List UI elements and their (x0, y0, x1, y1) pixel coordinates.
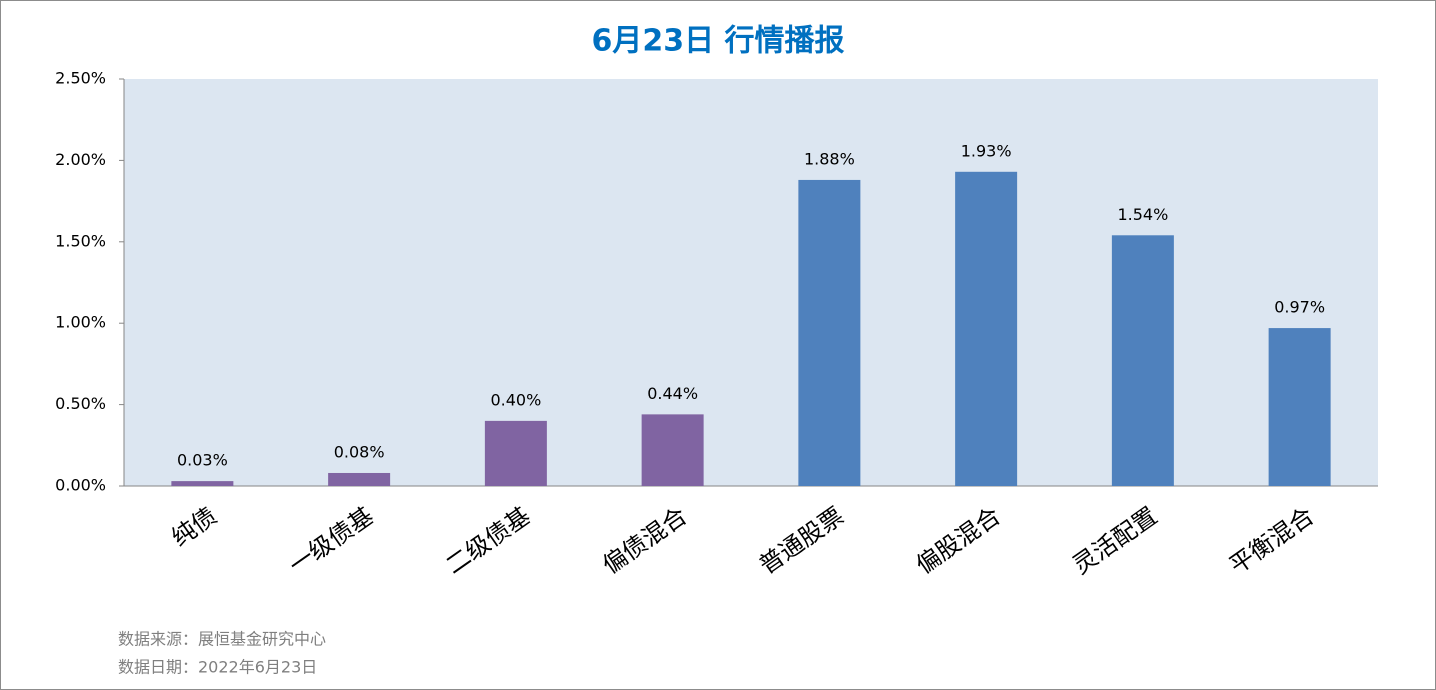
data-label: 0.44% (647, 384, 698, 403)
bar (328, 472, 391, 486)
data-label: 1.93% (961, 141, 1012, 160)
bar (1111, 235, 1174, 486)
bar (171, 481, 234, 486)
data-label: 0.03% (177, 451, 228, 470)
y-tick-label: 1.00% (55, 313, 106, 332)
y-tick-label: 0.00% (55, 476, 106, 495)
data-label: 0.40% (490, 390, 541, 409)
y-tick-label: 2.00% (55, 150, 106, 169)
date-note: 数据日期：2022年6月23日 (118, 658, 317, 677)
data-label: 0.97% (1274, 298, 1325, 317)
source-note: 数据来源：展恒基金研究中心 (118, 630, 326, 649)
bar (798, 179, 861, 486)
plot-area (124, 79, 1378, 486)
chart-title: 6月23日 行情播报 (591, 24, 844, 59)
y-tick-label: 1.50% (55, 231, 106, 250)
data-label: 1.88% (804, 149, 855, 168)
bar (641, 414, 704, 486)
bar (484, 420, 547, 486)
data-label: 1.54% (1117, 205, 1168, 224)
y-tick-label: 0.50% (55, 394, 106, 413)
data-label: 0.08% (334, 442, 385, 461)
y-tick-label: 2.50% (55, 69, 106, 88)
bar (955, 171, 1018, 486)
bar (1268, 328, 1331, 486)
